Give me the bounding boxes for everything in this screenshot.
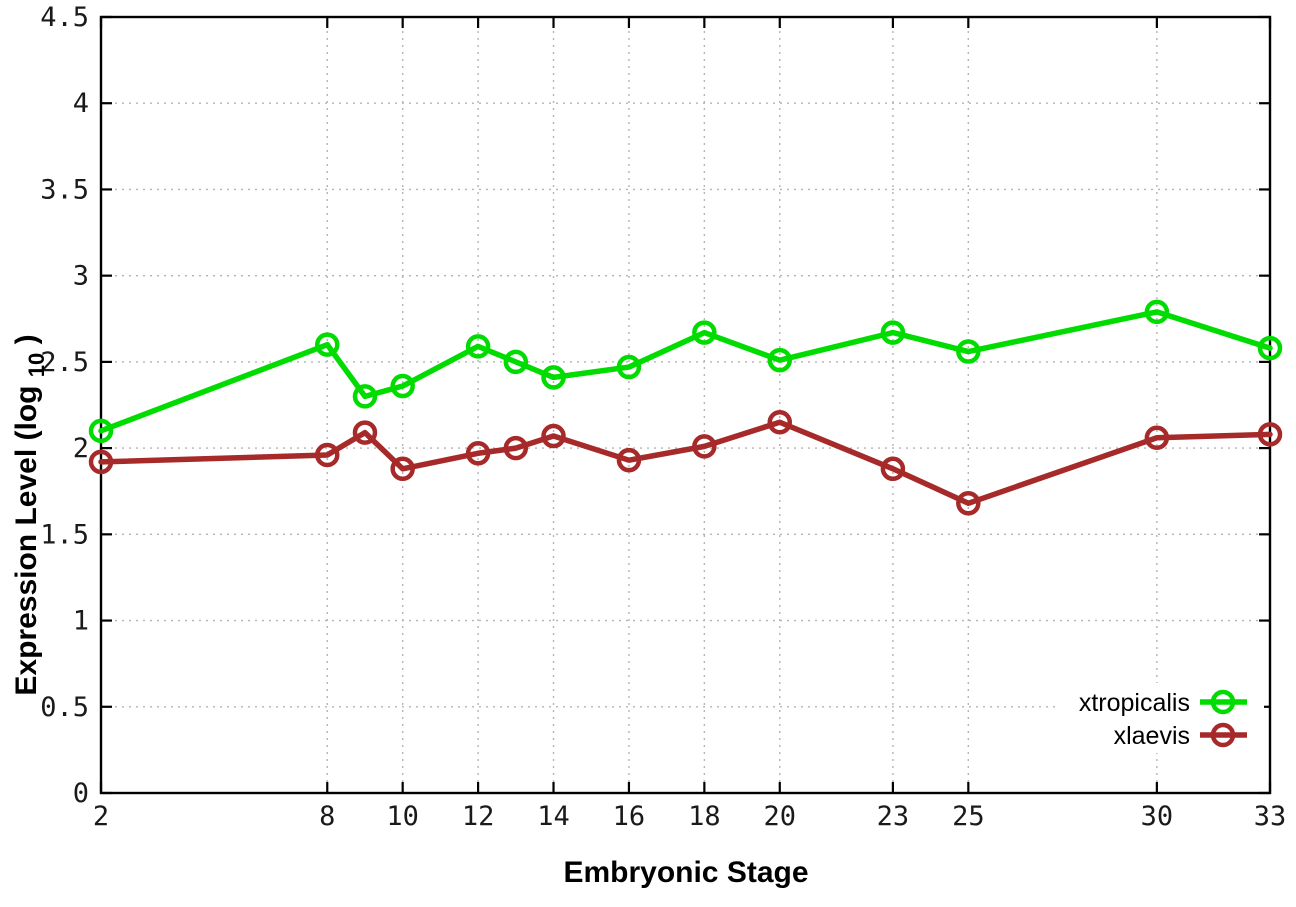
legend-marker-xlaevis (1210, 722, 1236, 748)
data-point-xlaevis (880, 456, 906, 482)
data-point-xtropicalis (616, 354, 642, 380)
series-line-xtropicalis (98, 309, 1273, 434)
data-point-xlaevis (1144, 425, 1170, 451)
data-point-xlaevis (88, 449, 114, 475)
x-tick-label: 12 (462, 801, 495, 832)
data-point-xtropicalis (315, 332, 340, 357)
x-tick-label: 14 (537, 801, 570, 832)
data-point-xtropicalis (692, 320, 717, 345)
x-tick-label: 23 (877, 801, 910, 832)
data-point-xlaevis (352, 420, 378, 445)
legend: xtropicalis xlaevis (1056, 683, 1264, 753)
data-point-xtropicalis (88, 418, 114, 444)
y-tick-label: 1 (73, 606, 89, 637)
y-tick-label: 4.5 (40, 2, 89, 33)
y-tick-label: 3 (73, 261, 89, 292)
legend-marker-xtropicalis (1210, 689, 1236, 715)
data-point-xlaevis (692, 434, 717, 459)
tick-marks (99, 15, 1272, 795)
data-point-xlaevis (956, 491, 981, 516)
plot-border (99, 15, 1272, 795)
data-point-xtropicalis (1257, 335, 1283, 361)
y-axis-title-subscript: 10 (24, 353, 49, 377)
data-point-xtropicalis (880, 320, 906, 345)
data-point-xlaevis (390, 456, 415, 482)
x-tick-label: 8 (319, 801, 335, 832)
x-tick-label: 16 (613, 801, 646, 832)
data-point-xtropicalis (1144, 299, 1170, 325)
legend-label-xlaevis: xlaevis (1114, 722, 1190, 750)
data-point-xlaevis (767, 409, 793, 435)
x-tick-label: 10 (386, 801, 419, 832)
data-point-xtropicalis (956, 339, 981, 364)
y-tick-label: 1.5 (40, 519, 89, 550)
series-line-xlaevis (98, 419, 1273, 507)
y-axis-title-close: ) (10, 334, 43, 344)
legend-label-xtropicalis: xtropicalis (1079, 689, 1190, 717)
y-tick-label: 3.5 (40, 174, 89, 205)
x-tick-label: 30 (1141, 801, 1174, 832)
data-point-xtropicalis (541, 365, 566, 390)
x-tick-label: 18 (688, 801, 721, 832)
data-point-xlaevis (541, 423, 566, 449)
x-axis-title: Embryonic Stage (563, 856, 808, 889)
y-axis-title: Expression Level (log 10 ) (10, 334, 51, 695)
x-tick-label: 33 (1254, 801, 1287, 832)
data-point-xlaevis (503, 435, 529, 461)
gridlines (101, 17, 1270, 793)
y-tick-labels: 0 0.5 1 1.5 2 2.5 3 3.5 4 4.5 (40, 2, 89, 809)
x-tick-label: 2 (93, 801, 109, 832)
x-tick-labels: 2 8 10 12 14 16 18 20 23 25 30 33 (93, 801, 1286, 832)
y-tick-label: 4 (73, 88, 89, 119)
series-xlaevis (88, 409, 1283, 516)
y-axis-title-main: Expression Level (log (10, 386, 43, 696)
data-point-xtropicalis (390, 373, 415, 399)
data-point-xlaevis (315, 442, 340, 468)
data-point-xlaevis (465, 441, 491, 466)
x-tick-label: 20 (764, 801, 797, 832)
data-point-xtropicalis (503, 349, 529, 375)
data-point-xtropicalis (352, 384, 378, 409)
data-point-xlaevis (1257, 422, 1283, 447)
y-tick-label: 2.5 (40, 347, 89, 378)
data-point-xtropicalis (767, 347, 793, 373)
series-xtropicalis (88, 299, 1283, 444)
data-point-xlaevis (616, 447, 642, 473)
x-tick-label: 25 (952, 801, 985, 832)
y-tick-label: 2 (73, 433, 89, 464)
data-point-xtropicalis (465, 334, 491, 359)
y-tick-label: 0.5 (40, 692, 89, 723)
y-tick-label: 0 (73, 778, 89, 809)
chart-plot-area: 2 8 10 12 14 16 18 20 23 25 30 33 0 0.5 1 1.5 2 2.5 3 3.5 4 4… (40, 2, 1286, 832)
